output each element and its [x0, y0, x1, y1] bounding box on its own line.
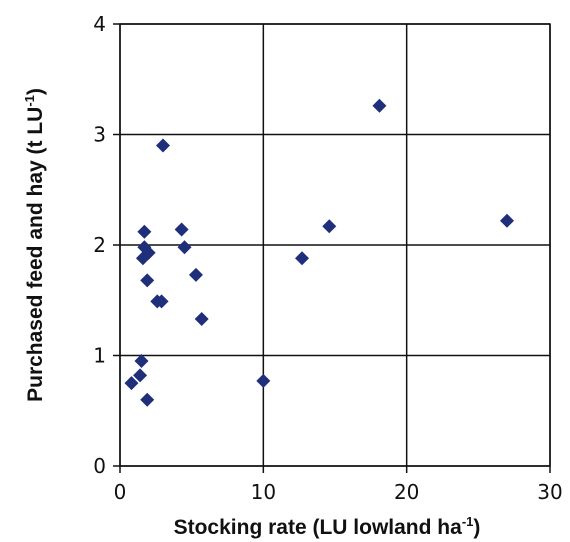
data-point — [256, 373, 271, 388]
data-point — [177, 240, 192, 255]
y-tick-label: 1 — [93, 344, 106, 368]
y-tick-label: 2 — [93, 233, 106, 257]
x-tick-label: 10 — [251, 480, 276, 504]
data-point — [140, 273, 155, 288]
x-tick-label: 30 — [537, 480, 562, 504]
data-point — [295, 251, 310, 266]
data-point — [188, 267, 203, 282]
data-point — [174, 222, 189, 237]
y-tick-label: 4 — [93, 12, 106, 36]
data-point — [322, 219, 337, 234]
data-point — [135, 251, 150, 266]
data-point — [133, 368, 148, 383]
data-point — [156, 138, 170, 153]
data-point — [141, 245, 156, 260]
data-point — [372, 98, 387, 113]
data-point — [154, 294, 169, 309]
data-point — [134, 354, 149, 369]
x-tick-label: 0 — [114, 480, 127, 504]
x-axis-title: Stocking rate (LU lowland ha-1) — [174, 514, 481, 539]
data-point — [500, 213, 514, 228]
data-point — [124, 376, 139, 391]
y-tick-label: 3 — [93, 123, 106, 147]
y-axis-title: Purchased feed and hay (t LU-1) — [22, 88, 47, 402]
axis-ticks: 0 1 2 3 4 0 10 20 30 — [93, 12, 562, 504]
y-tick-label: 0 — [93, 454, 106, 478]
data-points — [124, 98, 514, 407]
data-point — [194, 312, 209, 327]
data-point — [137, 224, 152, 239]
x-tick-label: 20 — [394, 480, 419, 504]
data-point — [140, 392, 155, 407]
